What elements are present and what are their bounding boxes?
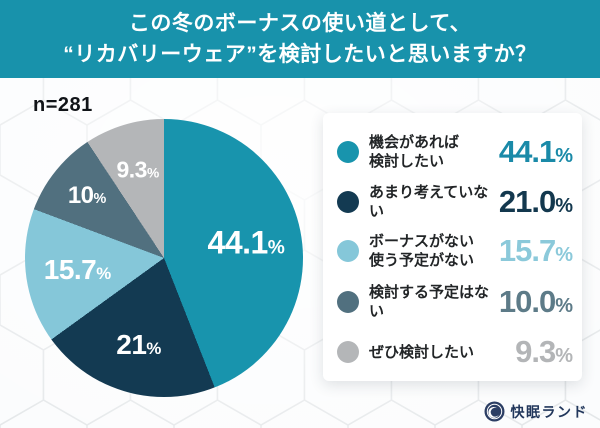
legend-color-dot bbox=[337, 341, 359, 363]
kaimin-land-logo-icon bbox=[484, 401, 504, 422]
legend-item-value: 15.7% bbox=[498, 233, 573, 268]
legend-color-dot bbox=[337, 291, 359, 313]
legend-label-line: 機会があれば bbox=[369, 134, 460, 151]
pie-slice-label: 15.7% bbox=[43, 253, 111, 285]
legend-item-label: あまり考えていない bbox=[369, 183, 499, 221]
legend-label-line: あまり考えていない bbox=[369, 184, 489, 220]
legend-color-dot bbox=[337, 191, 359, 213]
legend-label-line: 使う予定がない bbox=[369, 252, 475, 269]
legend-item-label: 検討する予定はない bbox=[369, 283, 499, 321]
brand-name: 快眠ランド bbox=[510, 403, 588, 420]
percent-sign: % bbox=[146, 338, 161, 358]
brand-footer: 快眠ランド bbox=[484, 401, 589, 422]
legend-item-value: 21.0% bbox=[498, 184, 573, 219]
legend-color-dot bbox=[337, 141, 359, 163]
percent-sign: % bbox=[555, 295, 573, 317]
legend-item-consider-if-chance: 機会があれば 検討したい 44.1% bbox=[337, 129, 573, 175]
pie-chart: 44.1% 21% 15.7% 10% 9.3% bbox=[25, 119, 303, 397]
percent-sign: % bbox=[267, 237, 285, 259]
percent-sign: % bbox=[146, 165, 159, 181]
percent-sign: % bbox=[93, 191, 107, 208]
legend-label-line: ぜひ検討したい bbox=[369, 343, 475, 361]
legend-label-line: 検討する予定はない bbox=[369, 284, 490, 320]
page-title-line1: この冬のボーナスの使い道として、 bbox=[128, 12, 472, 35]
sample-size-label: n=281 bbox=[33, 94, 93, 116]
pie-slice-label: 10% bbox=[67, 182, 107, 210]
legend-color-dot bbox=[337, 240, 359, 262]
percent-sign: % bbox=[555, 345, 573, 367]
legend-item-value: 10.0% bbox=[498, 284, 573, 319]
legend-label-line: ボーナスがない bbox=[369, 233, 475, 250]
legend-item-label: 機会があれば 検討したい bbox=[369, 133, 499, 171]
legend-item-value: 44.1% bbox=[498, 134, 573, 169]
percent-sign: % bbox=[555, 145, 573, 167]
pie-slice-label: 9.3% bbox=[116, 156, 159, 183]
percent-sign: % bbox=[555, 195, 573, 217]
legend-label-line: 検討したい bbox=[369, 153, 445, 170]
legend-item-no-bonus: ボーナスがない 使う予定がない 15.7% bbox=[337, 228, 573, 274]
legend-item-label: ボーナスがない 使う予定がない bbox=[369, 232, 499, 270]
legend-item-no-plan-to-consider: 検討する予定はない 10.0% bbox=[337, 279, 573, 325]
title-banner: この冬のボーナスの使い道として、 “リカバリーウェア”を検討したいと思いますか？ bbox=[0, 0, 600, 78]
legend-item-not-really-thinking: あまり考えていない 21.0% bbox=[337, 179, 573, 225]
page-title-line2: “リカバリーウェア”を検討したいと思いますか？ bbox=[63, 43, 537, 66]
legend-item-definitely-consider: ぜひ検討したい 9.3% bbox=[337, 329, 573, 375]
pie-slice-label: 21% bbox=[116, 328, 161, 360]
legend-item-label: ぜひ検討したい bbox=[369, 343, 515, 362]
legend-item-value: 9.3% bbox=[515, 334, 573, 369]
pie-slice-label: 44.1% bbox=[207, 224, 285, 261]
percent-sign: % bbox=[96, 263, 111, 283]
percent-sign: % bbox=[555, 244, 573, 266]
legend-panel: 機会があれば 検討したい 44.1% あまり考えていない 21.0% ボーナスが… bbox=[323, 113, 582, 381]
